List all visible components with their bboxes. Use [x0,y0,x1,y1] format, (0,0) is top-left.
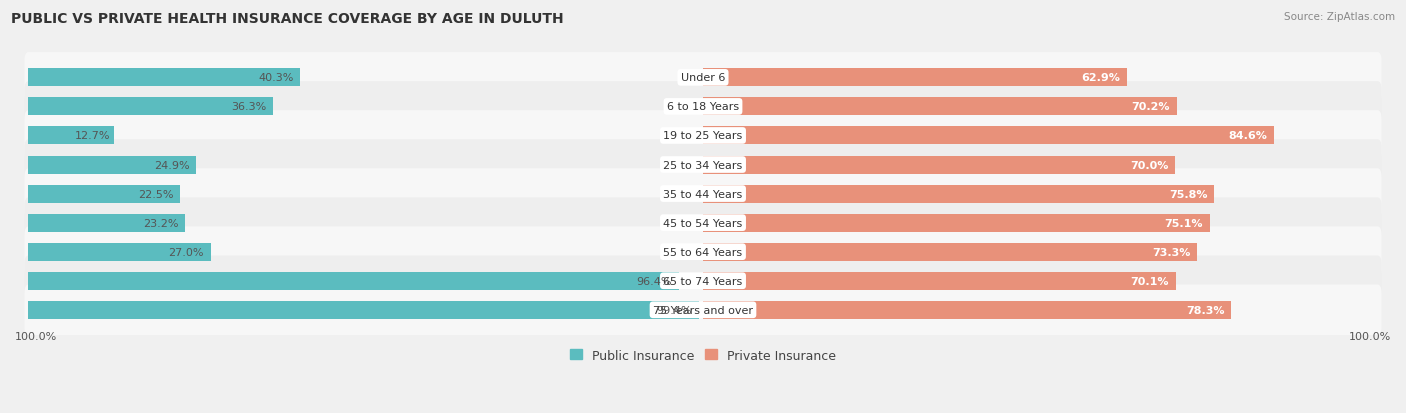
Text: 75 Years and over: 75 Years and over [652,305,754,315]
Text: 36.3%: 36.3% [232,102,267,112]
Bar [703,69,1128,87]
Bar [703,243,1198,261]
Text: 6 to 18 Years: 6 to 18 Years [666,102,740,112]
FancyBboxPatch shape [24,111,1382,161]
FancyBboxPatch shape [24,169,1382,219]
Text: 25 to 34 Years: 25 to 34 Years [664,160,742,170]
Text: Under 6: Under 6 [681,73,725,83]
Text: 70.1%: 70.1% [1130,276,1168,286]
Text: 65 to 74 Years: 65 to 74 Years [664,276,742,286]
Legend: Public Insurance, Private Insurance: Public Insurance, Private Insurance [565,344,841,367]
Text: 23.2%: 23.2% [143,218,179,228]
Bar [28,127,114,145]
FancyBboxPatch shape [24,82,1382,133]
Bar [703,272,1175,290]
Bar [28,185,180,203]
Text: 75.1%: 75.1% [1164,218,1202,228]
Bar [703,156,1175,174]
Text: 96.4%: 96.4% [637,276,672,286]
Text: Source: ZipAtlas.com: Source: ZipAtlas.com [1284,12,1395,22]
Text: 55 to 64 Years: 55 to 64 Years [664,247,742,257]
Text: 12.7%: 12.7% [75,131,110,141]
Text: 75.8%: 75.8% [1168,189,1208,199]
Text: 24.9%: 24.9% [155,160,190,170]
FancyBboxPatch shape [24,285,1382,335]
Text: 62.9%: 62.9% [1081,73,1121,83]
Bar [28,98,273,116]
Bar [28,243,211,261]
Bar [703,98,1177,116]
Text: 27.0%: 27.0% [169,247,204,257]
Text: 84.6%: 84.6% [1227,131,1267,141]
Bar [28,214,186,232]
Bar [703,301,1232,319]
Text: 100.0%: 100.0% [1348,331,1391,341]
Text: 78.3%: 78.3% [1185,305,1225,315]
FancyBboxPatch shape [24,227,1382,277]
Bar [703,185,1215,203]
Bar [28,69,301,87]
Text: 73.3%: 73.3% [1153,247,1191,257]
Text: 19 to 25 Years: 19 to 25 Years [664,131,742,141]
Text: 40.3%: 40.3% [259,73,294,83]
FancyBboxPatch shape [24,53,1382,103]
Text: 99.4%: 99.4% [657,305,692,315]
FancyBboxPatch shape [24,198,1382,248]
Bar [703,127,1274,145]
Text: 45 to 54 Years: 45 to 54 Years [664,218,742,228]
Text: 22.5%: 22.5% [138,189,173,199]
Bar [28,156,197,174]
Text: 35 to 44 Years: 35 to 44 Years [664,189,742,199]
Text: 70.2%: 70.2% [1132,102,1170,112]
Bar [28,301,699,319]
FancyBboxPatch shape [24,140,1382,190]
FancyBboxPatch shape [24,256,1382,306]
Text: PUBLIC VS PRIVATE HEALTH INSURANCE COVERAGE BY AGE IN DULUTH: PUBLIC VS PRIVATE HEALTH INSURANCE COVER… [11,12,564,26]
Bar [703,214,1209,232]
Text: 70.0%: 70.0% [1130,160,1168,170]
Bar [28,272,679,290]
Text: 100.0%: 100.0% [15,331,58,341]
